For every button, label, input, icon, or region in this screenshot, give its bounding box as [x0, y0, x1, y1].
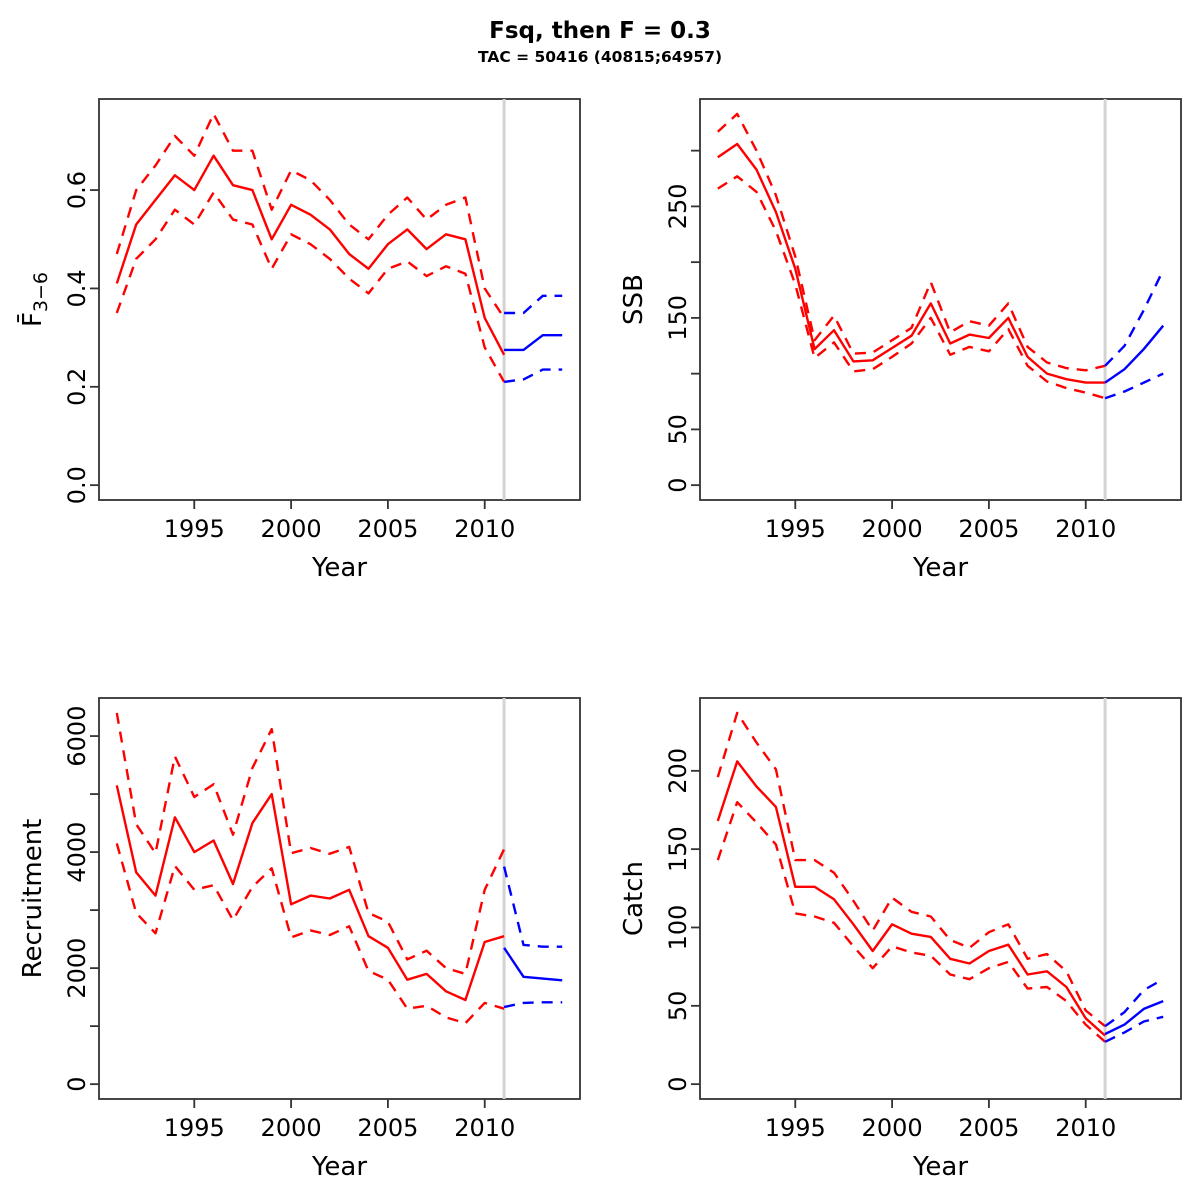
y-tick-label: 0.4 [63, 269, 91, 307]
y-tick-label: 0 [664, 478, 692, 493]
plot-box [98, 697, 581, 1100]
projection-upper-ci-line [502, 866, 563, 948]
projection-median-line [1104, 324, 1165, 384]
y-tick-label: 50 [664, 414, 692, 445]
projection-lower-ci-line [1104, 1015, 1164, 1043]
projection-upper-ci-line [1104, 269, 1165, 367]
history-upper-ci-line [716, 711, 1106, 1028]
history-upper-ci-line [115, 712, 506, 976]
y-tick-label: 200 [664, 748, 692, 794]
x-tick-label: 2005 [357, 1114, 418, 1142]
history-lower-ci-line [115, 191, 506, 383]
y-tick-label: 0.2 [63, 368, 91, 406]
x-tick-label: 2005 [357, 515, 418, 543]
chart-title: Fsq, then F = 0.3 [489, 18, 711, 44]
history-median-line [716, 760, 1106, 1037]
projection-lower-ci-line [503, 1001, 563, 1009]
history-lower-ci-line [717, 175, 1106, 400]
x-tick-label: 1995 [765, 1114, 826, 1142]
panel-ssb-plot: 1995 2000 2005 2010 0 50 150 250 Year SSB [619, 98, 1182, 583]
projection-median-line [504, 334, 563, 352]
y-tick-label: 250 [664, 183, 692, 229]
x-tick-label: 2000 [261, 515, 322, 543]
y-axis-title: F̄3−6 [16, 272, 52, 327]
projection-upper-ci-line [1104, 978, 1164, 1028]
y-tick-label: 0 [664, 1077, 692, 1092]
x-tick-label: 2005 [958, 515, 1019, 543]
y-axis-title: SSB [619, 274, 649, 325]
x-axis-title: Year [311, 553, 367, 583]
y-tick-label: 150 [664, 826, 692, 872]
x-tick-label: 2010 [454, 1114, 515, 1142]
history-median-line [717, 142, 1106, 384]
y-tick-label: 50 [664, 991, 692, 1022]
projection-upper-ci-line [504, 294, 563, 315]
x-tick-label: 2000 [261, 1114, 322, 1142]
y-axis-title: Recruitment [18, 819, 48, 979]
x-tick-label: 1995 [164, 515, 225, 543]
y-tick-label: 0 [63, 1077, 91, 1092]
projection-lower-ci-line [1104, 372, 1164, 400]
x-axis-title: Year [912, 1152, 968, 1182]
x-tick-label: 2000 [862, 1114, 923, 1142]
chart-subtitle: TAC = 50416 (40815;64957) [477, 48, 723, 66]
history-lower-ci-line [115, 843, 505, 1025]
x-axis-title: Year [912, 553, 968, 583]
x-tick-label: 2005 [958, 1114, 1019, 1142]
panel-catch-plot: 1995 2000 2005 2010 0 50 100 150 200 Year Catch [619, 697, 1182, 1182]
x-tick-label: 1995 [765, 515, 826, 543]
plot-box [699, 697, 1182, 1100]
projection-lower-ci-line [503, 368, 563, 384]
projection-median-line [503, 947, 563, 982]
plot-box [699, 98, 1182, 501]
y-axis-title: Catch [619, 861, 649, 936]
panel-recruitment-plot: 1995 2000 2005 2010 0 2000 4000 6000 Year Recruit… [18, 697, 581, 1182]
y-tick-label: 6000 [63, 706, 91, 767]
history-median-line [115, 154, 506, 356]
x-tick-label: 2010 [1055, 1114, 1116, 1142]
history-median-line [115, 785, 505, 1002]
y-tick-label: 150 [664, 295, 692, 341]
panel-fishing-mortality-plot: 1995 2000 2005 2010 0.0 0.2 0.4 0.6 Year F̄3−6 [16, 98, 581, 583]
y-tick-label: 4000 [63, 822, 91, 883]
history-upper-ci-line [716, 112, 1106, 372]
y-tick-label: 100 [664, 905, 692, 951]
y-tick-label: 0.6 [63, 171, 91, 209]
y-tick-label: 0.0 [63, 466, 91, 504]
y-tick-label: 2000 [63, 938, 91, 999]
x-tick-label: 2010 [454, 515, 515, 543]
x-tick-label: 2010 [1055, 515, 1116, 543]
plot-box [98, 98, 581, 501]
x-axis-title: Year [311, 1152, 367, 1182]
history-upper-ci-line [115, 112, 506, 319]
x-tick-label: 2000 [862, 515, 923, 543]
history-lower-ci-line [716, 800, 1106, 1043]
projection-median-line [1104, 999, 1164, 1036]
x-tick-label: 1995 [164, 1114, 225, 1142]
